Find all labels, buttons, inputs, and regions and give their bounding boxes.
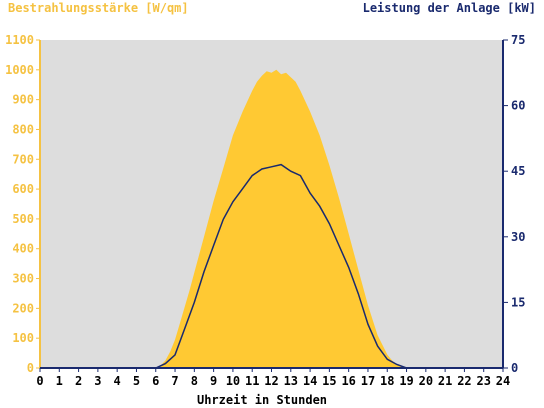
irradiance-area-series [40,69,503,369]
y-left-tick-label: 600 [12,182,34,196]
y-left-tick-label: 300 [12,272,34,286]
x-tick-label: 22 [457,374,471,388]
y-right-tick-label: 15 [511,295,525,309]
y-left-tick-label: 700 [12,152,34,166]
y-right-tick-label: 30 [511,230,525,244]
x-tick-label: 19 [399,374,413,388]
y-left-tick-label: 0 [27,361,34,375]
x-tick-label: 9 [210,374,217,388]
x-tick-label: 4 [114,374,121,388]
x-tick-label: 23 [476,374,490,388]
x-tick-label: 8 [191,374,198,388]
x-tick-label: 16 [341,374,355,388]
x-tick-label: 0 [36,374,43,388]
x-tick-label: 17 [361,374,375,388]
x-axis-title: Uhrzeit in Stunden [197,393,327,407]
y-left-tick-label: 200 [12,301,34,315]
y-right-tick-label: 45 [511,164,525,178]
x-tick-label: 21 [438,374,452,388]
y-left-tick-label: 1100 [5,33,34,47]
x-tick-label: 20 [419,374,433,388]
y-left-tick-label: 800 [12,122,34,136]
x-tick-label: 2 [75,374,82,388]
x-tick-label: 10 [226,374,240,388]
x-tick-label: 3 [94,374,101,388]
x-tick-label: 12 [264,374,278,388]
y-left-tick-label: 900 [12,93,34,107]
x-tick-label: 1 [56,374,63,388]
x-tick-label: 15 [322,374,336,388]
y-right-tick-label: 60 [511,99,525,113]
left-axis-title: Bestrahlungsstärke [W/qm] [8,1,189,15]
y-left-tick-label: 500 [12,212,34,226]
y-right-tick-label: 0 [511,361,518,375]
x-tick-label: 14 [303,374,317,388]
x-tick-label: 11 [245,374,259,388]
x-tick-label: 7 [171,374,178,388]
right-axis-title: Leistung der Anlage [kW] [363,1,536,15]
y-left-tick-label: 100 [12,331,34,345]
x-tick-label: 24 [496,374,510,388]
power-line-series [40,163,503,369]
y-left-tick-label: 400 [12,242,34,256]
x-tick-label: 18 [380,374,394,388]
x-tick-label: 5 [133,374,140,388]
x-tick-label: 6 [152,374,159,388]
y-left-tick-label: 1000 [5,63,34,77]
x-tick-label: 13 [284,374,298,388]
y-right-tick-label: 75 [511,33,525,47]
